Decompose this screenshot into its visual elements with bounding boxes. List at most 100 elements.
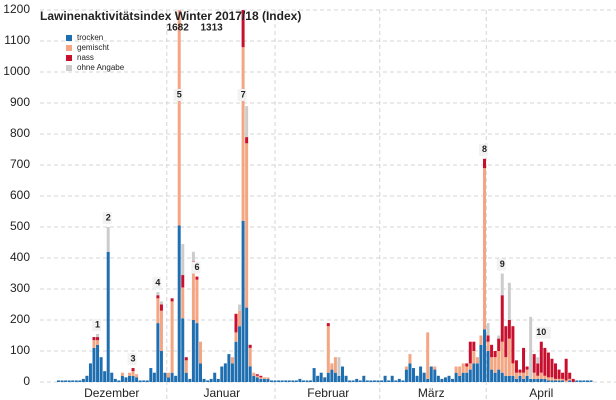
bar-segment bbox=[156, 292, 160, 296]
bar-segment bbox=[490, 357, 494, 370]
bar-segment bbox=[539, 372, 543, 379]
bar-segment bbox=[270, 380, 273, 382]
bar-segment bbox=[188, 378, 192, 382]
event-label-box bbox=[152, 277, 162, 290]
bar-segment bbox=[543, 378, 547, 382]
bar-segment bbox=[248, 366, 252, 382]
bar-segment bbox=[238, 310, 242, 327]
bar-segment bbox=[372, 380, 376, 382]
bar-segment bbox=[181, 244, 185, 276]
y-tick-label: 0 bbox=[23, 374, 30, 388]
bar-segment bbox=[458, 366, 462, 376]
bar-segment bbox=[252, 375, 256, 382]
bar-segment bbox=[383, 375, 387, 382]
bar-segment bbox=[96, 337, 100, 341]
bar-segment bbox=[241, 220, 245, 382]
x-tick-label: April bbox=[529, 386, 553, 400]
bar-segment bbox=[500, 341, 504, 373]
bar-segment bbox=[412, 368, 415, 382]
bar-segment bbox=[468, 341, 472, 364]
bar-segment bbox=[167, 377, 171, 382]
bar-segment bbox=[497, 335, 501, 339]
legend-swatch bbox=[66, 45, 72, 51]
bar-segment bbox=[564, 380, 568, 382]
event-label-box bbox=[237, 89, 247, 101]
bar-segment bbox=[443, 377, 447, 382]
bar-segment bbox=[561, 372, 565, 379]
bar-segment bbox=[518, 375, 522, 382]
legend-swatch bbox=[66, 35, 72, 41]
bar-segment bbox=[259, 377, 263, 379]
y-tick-label: 400 bbox=[10, 250, 30, 264]
legend-swatch bbox=[66, 65, 72, 71]
bar-segment bbox=[536, 375, 540, 379]
bar-segment bbox=[458, 375, 462, 382]
event-label: 9 bbox=[500, 259, 505, 269]
bar-segment bbox=[522, 378, 526, 382]
bar-segment bbox=[550, 377, 554, 381]
bar-segment bbox=[170, 298, 174, 302]
bar-segment bbox=[472, 363, 476, 382]
bar-segment bbox=[124, 377, 128, 382]
bar-segment bbox=[241, 10, 245, 48]
bar-segment bbox=[348, 380, 352, 382]
bar-segment bbox=[511, 375, 515, 382]
bar-segment bbox=[181, 318, 185, 382]
bar-segment bbox=[404, 369, 408, 382]
bar-segment bbox=[284, 380, 288, 382]
bar-segment bbox=[529, 378, 533, 382]
bar-segment bbox=[277, 380, 281, 382]
bar-segment bbox=[305, 380, 309, 382]
bar-segment bbox=[497, 351, 501, 370]
bar-segment bbox=[273, 380, 277, 382]
bar-segment bbox=[149, 368, 153, 382]
bar-segment bbox=[120, 375, 124, 382]
bar-segment bbox=[504, 326, 508, 358]
bar-segment bbox=[532, 372, 536, 379]
bar-segment bbox=[216, 378, 220, 382]
bar-segment bbox=[522, 372, 526, 379]
bar-segment bbox=[585, 380, 589, 382]
bar-segment bbox=[159, 304, 163, 311]
event-label: 10 bbox=[536, 327, 546, 337]
bar-segment bbox=[184, 360, 188, 373]
bar-segment bbox=[539, 378, 543, 382]
bar-segment bbox=[546, 377, 550, 381]
bar-segment bbox=[195, 276, 199, 280]
bar-segment bbox=[131, 375, 135, 382]
bar-segment bbox=[99, 357, 103, 382]
bar-segment bbox=[507, 282, 511, 320]
bar-segment bbox=[255, 374, 259, 376]
bar-segment bbox=[319, 372, 323, 382]
bar-segment bbox=[245, 106, 249, 138]
bar-segment bbox=[252, 372, 256, 376]
x-tick-label: Januar bbox=[203, 386, 240, 400]
bar-segment bbox=[78, 380, 82, 382]
bar-segment bbox=[550, 380, 554, 382]
bar-segment bbox=[554, 380, 557, 382]
bar-segment bbox=[507, 375, 511, 382]
bar-segment bbox=[131, 371, 135, 376]
y-tick-label: 900 bbox=[10, 95, 30, 109]
bar-segment bbox=[404, 366, 408, 370]
bar-segment bbox=[312, 368, 316, 382]
bar-segment bbox=[575, 380, 579, 382]
grid bbox=[40, 9, 616, 400]
bar-segment bbox=[255, 377, 259, 382]
bar-segment bbox=[191, 273, 195, 320]
bar-segment bbox=[245, 143, 249, 308]
bar-segment bbox=[525, 369, 529, 376]
legend-label: nass bbox=[77, 53, 94, 62]
bar-segment bbox=[355, 378, 359, 382]
bar-segment bbox=[536, 357, 540, 364]
total-label: 1682 bbox=[167, 23, 190, 34]
bar-segment bbox=[483, 329, 486, 382]
bar-segment bbox=[426, 378, 430, 382]
bar-segment bbox=[337, 375, 341, 382]
bar-segment bbox=[142, 380, 146, 382]
bar-segment bbox=[326, 326, 330, 373]
y-tick-label: 800 bbox=[10, 126, 30, 140]
event-label-box bbox=[535, 326, 551, 339]
bar-segment bbox=[451, 378, 455, 382]
bar-segment bbox=[564, 358, 568, 381]
